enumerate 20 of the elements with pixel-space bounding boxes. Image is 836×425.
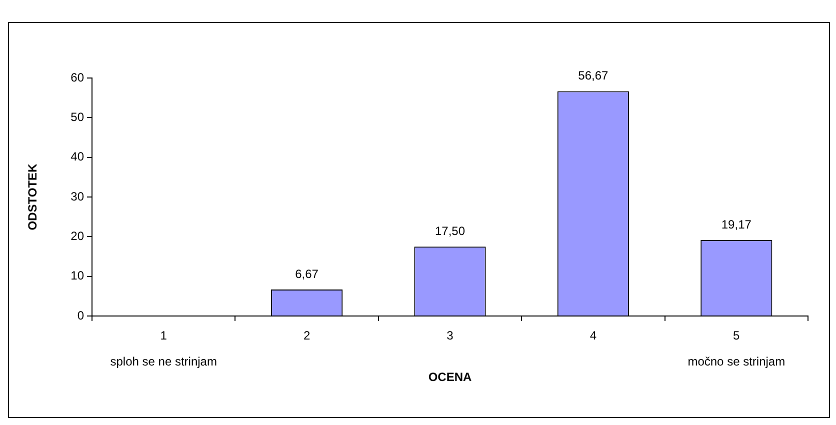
data-label: 56,67 xyxy=(578,68,609,83)
x-tick-label: 4 xyxy=(590,328,597,343)
y-tick-label: 50 xyxy=(70,110,84,124)
text: sploh se ne strinjam xyxy=(110,354,217,368)
data-label: 17,50 xyxy=(434,224,466,238)
text: močno se strinjam xyxy=(688,354,786,368)
x-axis-title: OCENA xyxy=(428,370,472,384)
y-tick-label: 40 xyxy=(70,150,84,164)
y-tick-label: 20 xyxy=(70,228,84,243)
x-tick-label: 3 xyxy=(446,328,454,343)
data-label: 6,67 xyxy=(295,266,319,281)
y-tick-label: 10 xyxy=(70,268,84,283)
y-axis-title: ODSTOTEK xyxy=(26,163,40,230)
y-tick-label: 60 xyxy=(70,70,84,84)
x-tick-label: 2 xyxy=(303,328,310,343)
x-tick-label: 5 xyxy=(733,328,740,343)
y-tick-label: 0 xyxy=(77,308,84,322)
data-label: 19,17 xyxy=(721,217,752,232)
y-tick-label: 30 xyxy=(70,189,84,204)
x-tick-label: 1 xyxy=(160,328,168,343)
